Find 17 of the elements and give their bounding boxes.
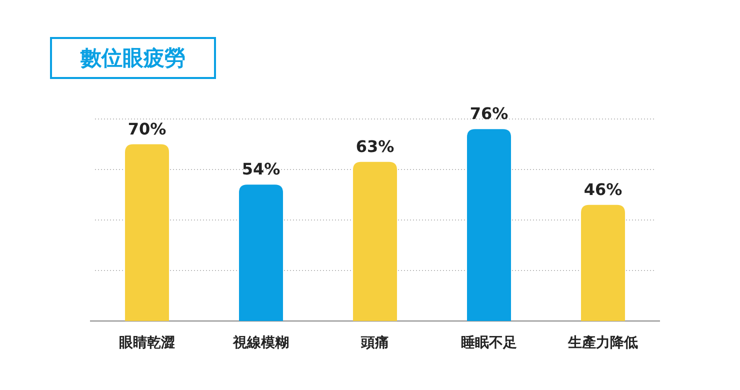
data-label: 54% bbox=[242, 160, 280, 179]
bar bbox=[353, 162, 397, 321]
bar bbox=[467, 129, 511, 321]
x-tick-label: 視線模糊 bbox=[232, 334, 289, 351]
data-label: 70% bbox=[128, 119, 166, 138]
bar bbox=[239, 184, 283, 321]
x-tick-label: 睡眠不足 bbox=[461, 335, 517, 351]
x-tick-label: 眼睛乾澀 bbox=[119, 335, 175, 351]
bar bbox=[125, 144, 169, 321]
data-label: 63% bbox=[356, 136, 394, 156]
chart-title: 數位眼疲勞 bbox=[80, 46, 186, 70]
x-tick-label: 頭痛 bbox=[360, 334, 389, 351]
data-label: 46% bbox=[584, 180, 622, 199]
bar bbox=[581, 204, 625, 321]
x-tick-label: 生產力降低 bbox=[567, 335, 638, 351]
title: 數位眼疲勞 bbox=[50, 37, 216, 79]
data-label: 76% bbox=[470, 104, 508, 124]
